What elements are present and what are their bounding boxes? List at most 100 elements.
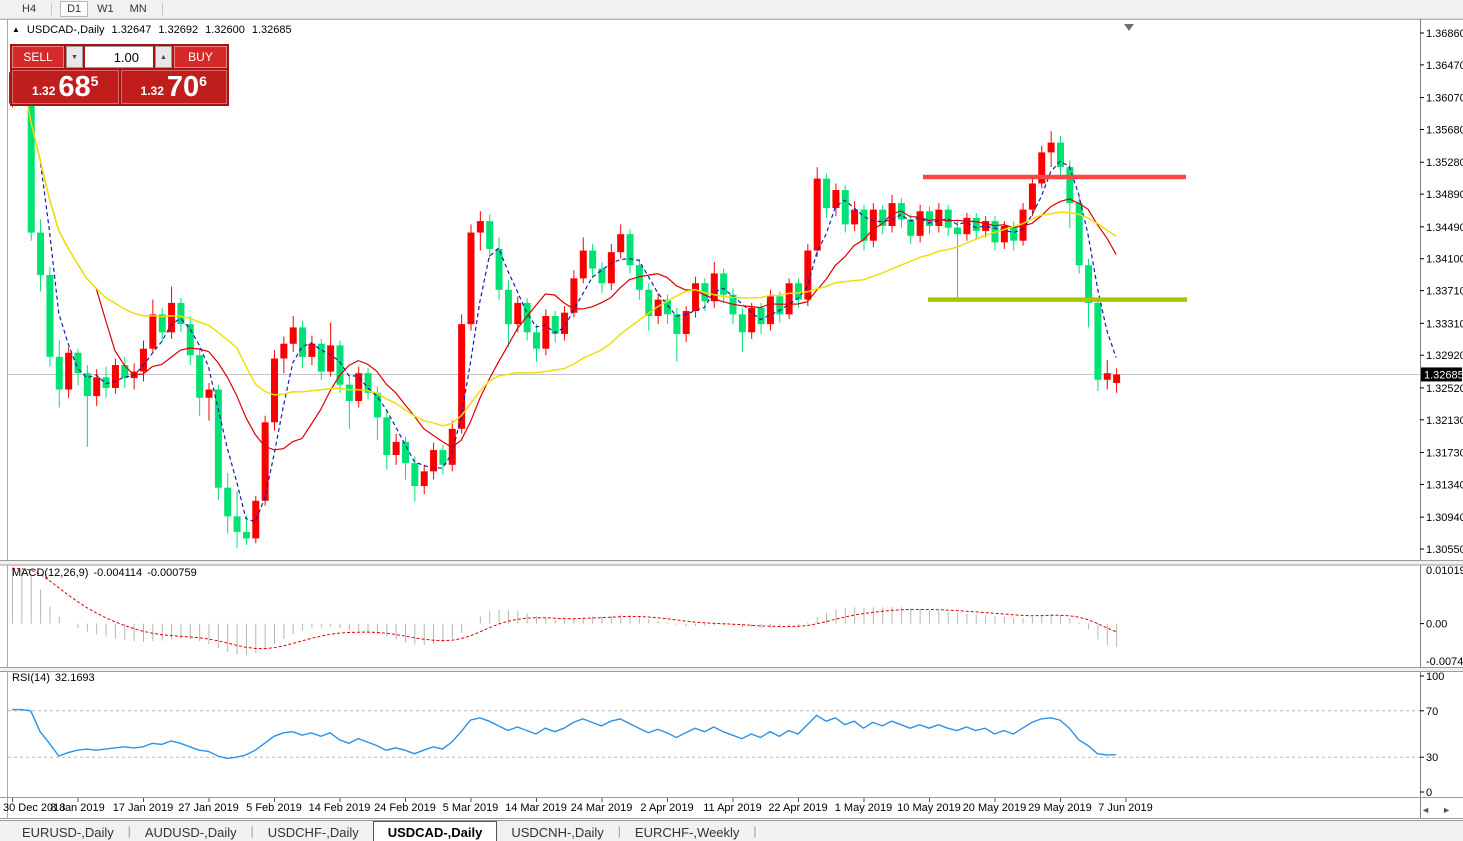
- candle-body: [401, 441, 409, 464]
- timeframe-d1-button[interactable]: D1: [60, 1, 89, 17]
- scroll-right-icon[interactable]: ►: [1442, 805, 1451, 815]
- candle-body: [55, 356, 63, 390]
- buy-button[interactable]: BUY: [174, 46, 227, 68]
- candle-body: [823, 178, 831, 209]
- candle-body: [785, 283, 793, 315]
- price-tick-label: 1.34890: [1426, 189, 1463, 201]
- date-tick-label: 24 Mar 2019: [571, 802, 633, 814]
- candle-body: [149, 314, 157, 349]
- candle-body: [832, 190, 840, 209]
- scroll-left-icon[interactable]: ◄: [1421, 805, 1431, 815]
- candle-body: [308, 343, 316, 357]
- sell-price-button[interactable]: 1.32 68 5: [12, 70, 119, 104]
- price-tick-label: 1.34100: [1426, 254, 1463, 266]
- candle-body: [102, 377, 110, 388]
- date-tick-label: 14 Mar 2019: [505, 802, 567, 814]
- chart-shift-marker-icon[interactable]: [1124, 24, 1134, 31]
- candle-body: [476, 221, 484, 233]
- sell-price-pip: 5: [90, 73, 99, 89]
- candle-body: [1094, 302, 1102, 380]
- chart-symbol-label: USDCAD-,Daily: [26, 24, 105, 36]
- candle-body: [738, 314, 746, 333]
- date-tick-label: 5 Feb 2019: [246, 802, 302, 814]
- candle-body: [336, 345, 344, 385]
- candle-body: [355, 373, 363, 402]
- date-tick-label: 27 Jan 2019: [178, 802, 239, 814]
- rsi-tick-label: 100: [1426, 671, 1444, 683]
- chart-header: ▲ USDCAD-,Daily 1.32647 1.32692 1.32600 …: [12, 24, 292, 36]
- candle-body: [579, 250, 587, 279]
- candle-body: [682, 311, 690, 334]
- timeframe-h4-button[interactable]: H4: [22, 3, 37, 15]
- candle-body: [270, 358, 278, 423]
- tab-usdchf-daily[interactable]: USDCHF-,Daily: [267, 824, 359, 840]
- pane-separator[interactable]: [0, 667, 1463, 672]
- candle-body: [532, 332, 540, 349]
- buy-price-button[interactable]: 1.32 70 6: [120, 70, 227, 104]
- candle-body: [93, 377, 101, 397]
- tab-separator: |: [753, 824, 757, 838]
- candle-body: [589, 250, 597, 269]
- timeframe-toolbar: H4 D1 W1 MN: [0, 0, 1463, 19]
- tab-eurchf-weekly[interactable]: EURCHF-,Weekly: [634, 824, 740, 840]
- date-tick-label: 29 May 2019: [1028, 802, 1092, 814]
- tab-usdcad-daily[interactable]: USDCAD-,Daily: [372, 821, 498, 841]
- candle-body: [196, 355, 204, 398]
- candle-body: [486, 221, 494, 249]
- date-tick-label: 2 Apr 2019: [640, 802, 693, 814]
- candle-body: [83, 373, 91, 397]
- one-click-trade-panel: SELL ▼ ▲ BUY 1.32 68 5 1.32 70 6: [10, 44, 229, 106]
- macd-signal-line: [11, 567, 1117, 650]
- timeframe-mn-button[interactable]: MN: [129, 3, 147, 15]
- price-tick-label: 1.31730: [1426, 448, 1463, 460]
- tab-audusd-daily[interactable]: AUDUSD-,Daily: [144, 824, 237, 840]
- candle-body: [121, 365, 129, 379]
- date-tick-label: 10 May 2019: [897, 802, 961, 814]
- candle-body: [1085, 265, 1093, 303]
- macd-title: MACD(12,26,9): [12, 567, 89, 579]
- macd-signal-value: -0.000759: [147, 567, 197, 579]
- candle-body: [720, 273, 728, 295]
- buy-price-big: 70: [166, 71, 200, 103]
- candle-body: [411, 463, 419, 487]
- candle-body: [551, 315, 559, 334]
- volume-increase-button[interactable]: ▲: [155, 46, 172, 68]
- candle-body: [860, 209, 868, 241]
- candle-body: [626, 234, 634, 266]
- collapse-chart-icon[interactable]: ▲: [12, 25, 20, 34]
- candle-body: [710, 273, 718, 302]
- tab-usdcnh-daily[interactable]: USDCNH-,Daily: [511, 824, 604, 840]
- volume-input[interactable]: [85, 46, 153, 68]
- pane-separator[interactable]: [0, 560, 1463, 566]
- candle-body: [37, 232, 45, 276]
- price-tick-label: 1.35680: [1426, 125, 1463, 137]
- candle-body: [935, 209, 943, 227]
- candle-body: [504, 289, 512, 325]
- candle-body: [972, 217, 980, 231]
- candle-body: [420, 471, 428, 487]
- buy-price-pip: 6: [199, 73, 207, 89]
- tab-eurusd-daily[interactable]: EURUSD-,Daily: [22, 824, 114, 840]
- candle-body: [748, 307, 756, 333]
- price-tick-label: 1.32520: [1426, 383, 1463, 395]
- sell-button[interactable]: SELL: [12, 46, 64, 68]
- date-tick-label: 24 Feb 2019: [374, 802, 436, 814]
- candle-body: [27, 58, 35, 233]
- candle-body: [1019, 209, 1027, 241]
- price-tick-label: 1.36470: [1426, 60, 1463, 72]
- candle-body: [869, 209, 877, 241]
- candle-body: [1010, 226, 1018, 241]
- rsi-tick-label: 70: [1426, 706, 1438, 718]
- candle-body: [345, 384, 353, 402]
- candle-body: [317, 343, 325, 372]
- volume-decrease-button[interactable]: ▼: [66, 46, 83, 68]
- tab-separator: |: [617, 824, 621, 838]
- chevron-down-icon: ▼: [71, 53, 78, 61]
- candle-body: [205, 389, 213, 398]
- macd-axis-max-label: 0.010199: [1426, 565, 1463, 577]
- rsi-indicator-label: RSI(14) 32.1693: [12, 672, 95, 684]
- timeframe-w1-button[interactable]: W1: [97, 3, 114, 15]
- candle-body: [439, 450, 447, 465]
- candle-body: [514, 302, 522, 325]
